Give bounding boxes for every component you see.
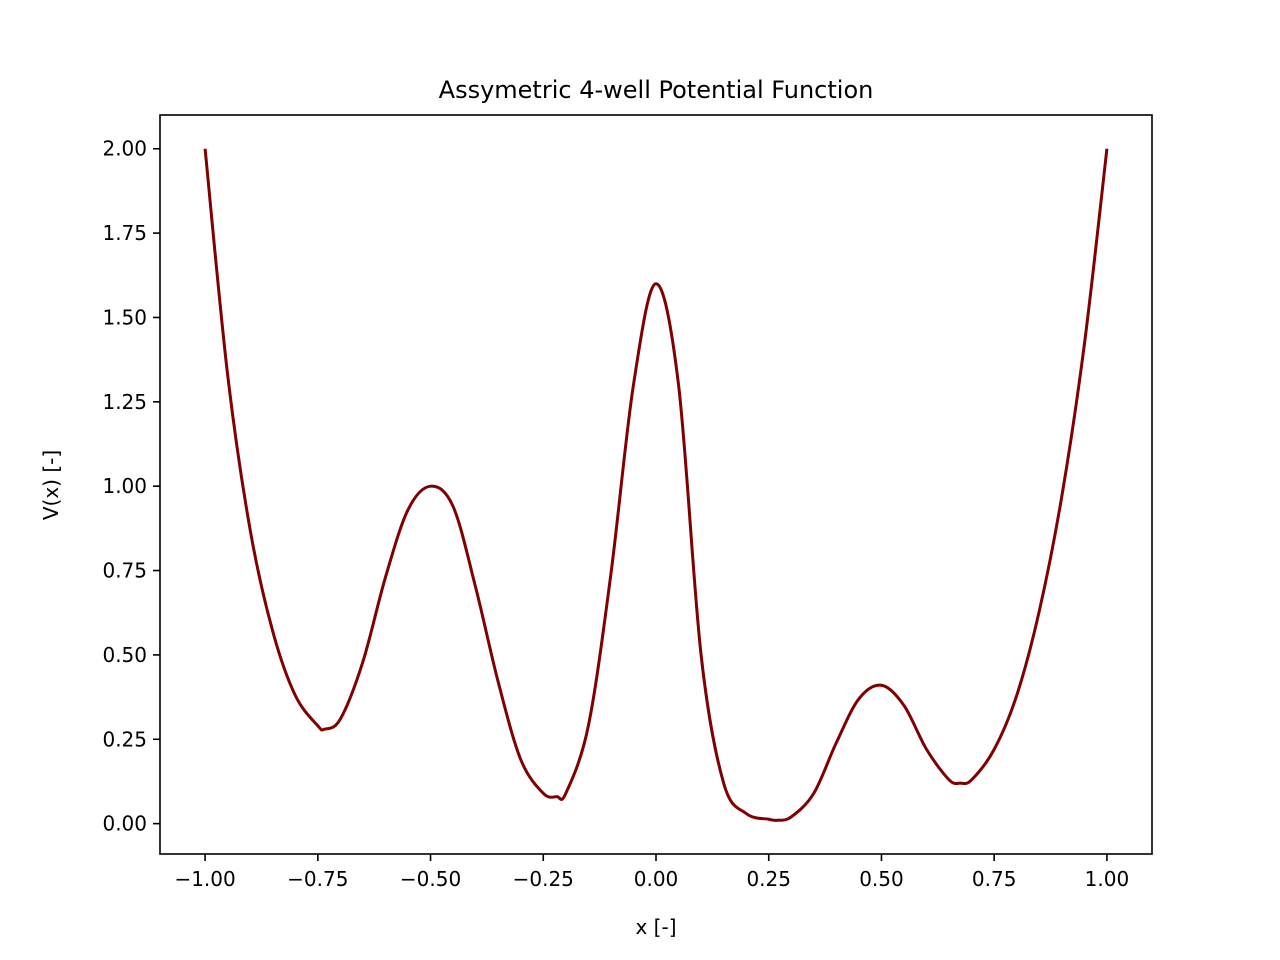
y-tick-label: 0.25 [102,727,147,751]
x-axis: −1.00 −0.75 −0.50 −0.25 0.00 0.25 0.50 0.75 1.00 [174,854,1129,891]
y-axis-label: V(x) [-] [39,450,63,520]
x-tick-label: 0.75 [972,867,1017,891]
y-tick-label: 0.75 [102,559,147,583]
y-axis: 0.00 0.25 0.50 0.75 1.00 1.25 1.50 1.75 2.00 [102,137,160,836]
x-axis-label: x [-] [635,915,676,939]
plot-area [159,114,1153,855]
potential-curve [203,148,1109,822]
axes-background [160,115,1152,854]
y-tick-label: 0.00 [102,812,147,836]
x-tick-label: 0.00 [634,867,679,891]
y-tick-label: 1.75 [102,221,147,245]
x-tick-label: −0.25 [513,867,574,891]
x-tick-label: 1.00 [1085,867,1130,891]
y-tick-label: 0.50 [102,643,147,667]
x-tick-label: −0.75 [287,867,348,891]
x-tick-label: 0.25 [746,867,791,891]
x-tick-label: 0.50 [859,867,904,891]
x-tick-label: −0.50 [400,867,461,891]
y-tick-label: 1.00 [102,474,147,498]
y-tick-label: 1.25 [102,390,147,414]
chart-title: Assymetric 4-well Potential Function [439,76,874,104]
y-tick-label: 1.50 [102,305,147,329]
x-tick-label: −1.00 [174,867,235,891]
y-tick-label: 2.00 [102,137,147,161]
